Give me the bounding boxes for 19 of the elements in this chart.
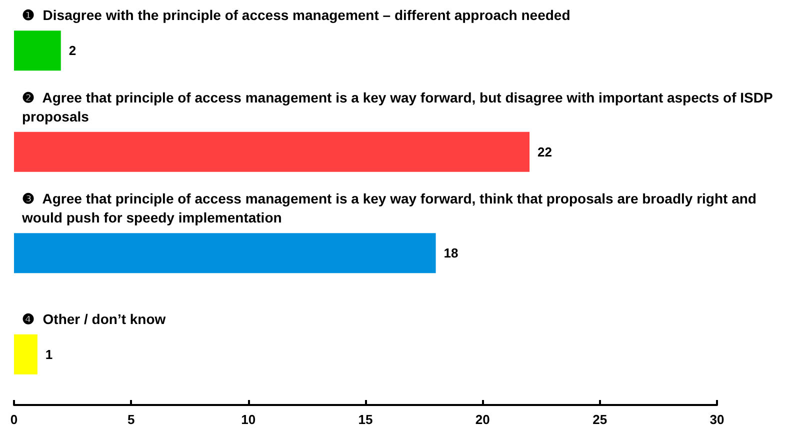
y-tick-label: ❶ Disagree with the principle of access management – different approach needed (22, 7, 570, 24)
data-label: 1 (45, 346, 53, 362)
bar (14, 30, 61, 71)
x-tick-label: 10 (241, 412, 256, 427)
bar (14, 233, 436, 274)
x-tick-label: 20 (475, 412, 490, 427)
y-tick-label: ❸ Agree that principle of access management is a key way forward, think that proposals are broadly right and would push for speedy implementation (21, 190, 760, 226)
data-label: 2 (68, 43, 76, 58)
x-tick-label: 0 (10, 412, 18, 427)
x-tick-label: 15 (358, 412, 373, 427)
data-label: 18 (444, 246, 458, 261)
bar (14, 132, 530, 172)
x-tick-label: 5 (128, 412, 135, 427)
x-tick-label: 30 (710, 412, 724, 427)
y-tick-label: ❹ Other / don’t know (22, 310, 166, 327)
y-tick-label: ❷ Agree that principle of access management is a key way forward, but disagree with important aspects of ISDP proposals (22, 89, 776, 124)
bar (14, 334, 38, 374)
data-label: 22 (538, 144, 552, 160)
x-tick-label: 25 (592, 412, 608, 427)
